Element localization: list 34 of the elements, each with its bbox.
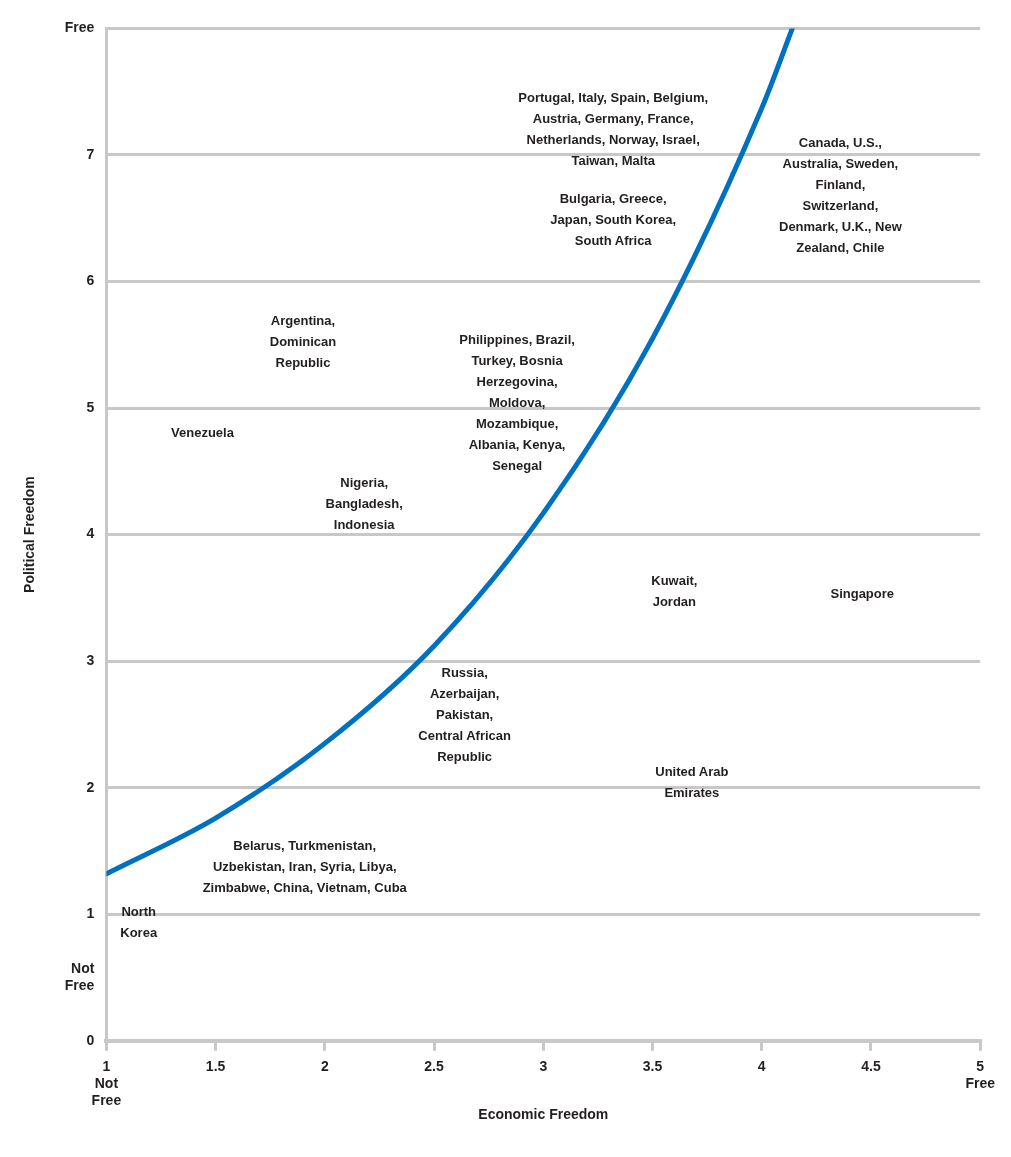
y-tick-label: 1 (86, 905, 95, 922)
annotation: Argentina, Dominican Republic (269, 312, 337, 370)
x-axis-title: Economic Freedom (478, 1106, 609, 1123)
annotation: Belarus, Turkmenistan, Uzbekistan, Iran, Syria, Libya, Zimbabwe, China, Vietnam, Cuba (202, 838, 408, 896)
x-tick-label: 1.5 (205, 1058, 226, 1075)
annotation: Nigeria, Bangladesh, Indonesia (325, 474, 403, 532)
y-tick-label: 5 (86, 398, 95, 415)
x-tick-label: 4 (757, 1058, 766, 1075)
annotation: United Arab Emirates (655, 763, 729, 800)
y-tick-label: Not Free (64, 959, 95, 993)
y-tick-label: 0 (86, 1031, 95, 1048)
annotation: North Korea (120, 904, 158, 941)
x-tick-label: 3 (539, 1058, 548, 1075)
x-tick-label: 2 (320, 1058, 329, 1075)
annotation: Singapore (830, 585, 895, 601)
x-tick-label: 3.5 (642, 1058, 663, 1075)
y-tick-label: 6 (86, 272, 95, 289)
y-tick-label: 3 (86, 652, 95, 669)
x-tick-label: 2.5 (424, 1058, 444, 1075)
y-tick-label: 2 (86, 778, 95, 795)
x-tick-label: 1 Not Free (91, 1058, 122, 1108)
annotation: Canada, U.S., Australia, Sweden, Finland, Switzerland, Denmark, U.K., New Zealand, Chile (778, 134, 903, 255)
annotation: Bulgaria, Greece, Japan, South Korea, South Africa (550, 191, 677, 249)
annotation: Venezuela (171, 424, 235, 440)
annotation: Philippines, Brazil, Turkey, Bosnia Herzegovina, Moldova, Mozambique, Albania, Kenya, Senegal (459, 331, 575, 473)
y-tick-label: Free (64, 19, 95, 36)
y-tick-label: 4 (86, 525, 95, 542)
y-tick-label: 7 (86, 145, 95, 162)
y-axis-title: Political Freedom (21, 476, 38, 593)
annotation: Kuwait, Jordan (651, 573, 698, 610)
annotation: Russia, Azerbaijan, Pakistan, Central African Republic (418, 665, 512, 765)
x-tick-label: 4.5 (861, 1058, 881, 1075)
annotation: Portugal, Italy, Spain, Belgium, Austria, Germany, France, Netherlands, Norway, Israel, Taiwan, Malta (518, 89, 709, 168)
x-tick-label: 5 Free (965, 1058, 996, 1091)
